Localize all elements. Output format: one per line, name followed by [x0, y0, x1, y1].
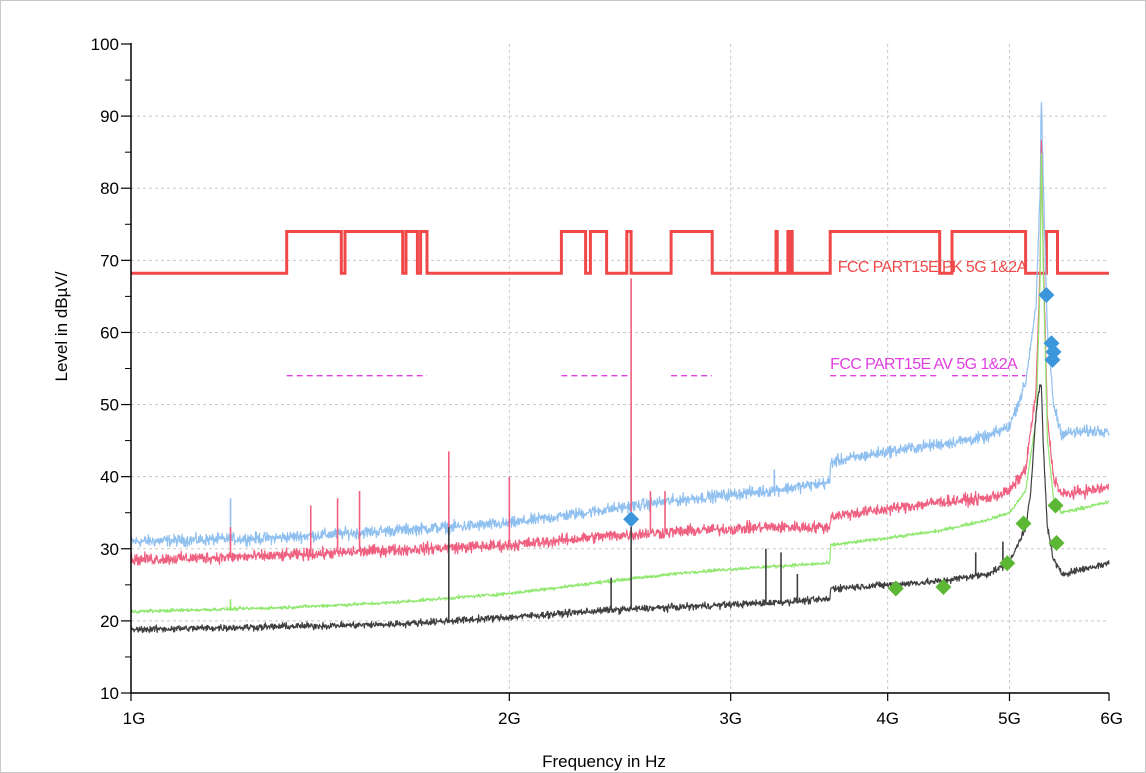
y-tick-label: 90: [100, 107, 119, 126]
x-axis-title: Frequency in Hz: [542, 752, 666, 771]
y-tick-label: 100: [91, 35, 119, 54]
marker-diamond: [935, 578, 952, 595]
limit-line-label: FCC PART15E AV 5G 1&2A: [830, 356, 1018, 373]
limit-lines: FCC PART15E PK 5G 1&2A FCC PART15E AV 5G …: [131, 230, 1109, 377]
x-tick-label: 3G: [719, 709, 742, 728]
marker-diamond: [999, 555, 1016, 572]
limit-line-label: FCC PART15E PK 5G 1&2A: [838, 259, 1028, 276]
y-tick-label: 70: [100, 251, 119, 270]
x-tick-label: 5G: [998, 709, 1021, 728]
x-tick-label: 2G: [498, 709, 521, 728]
series-trace-2: [130, 140, 1110, 566]
series-traces: [130, 102, 1110, 634]
y-tick-label: 30: [100, 540, 119, 559]
marker-diamond: [1038, 286, 1055, 303]
marker-diamond: [1015, 515, 1032, 532]
series-trace-3: [130, 153, 1110, 614]
y-tick-label: 10: [100, 684, 119, 703]
marker-diamond: [1044, 351, 1061, 368]
x-tick-label: 1G: [123, 709, 146, 728]
x-tick-label: 6G: [1100, 709, 1123, 728]
marker-diamond: [623, 511, 640, 528]
y-tick-label: 20: [100, 612, 119, 631]
series-trace-4: [130, 384, 1110, 634]
y-tick-label: 80: [100, 179, 119, 198]
series-trace-1: [130, 102, 1110, 548]
marker-diamond: [1048, 535, 1065, 552]
limit-line-pk: [131, 230, 1109, 275]
measurement-markers: [623, 286, 1065, 597]
x-tick-label: 4G: [876, 709, 899, 728]
marker-diamond: [887, 580, 904, 597]
marker-diamond: [1047, 497, 1064, 514]
axis-labels: 10 20 30 40 50 60 70 80 90 100 1G 2G 3G 4G 5G 6G Frequen…: [52, 35, 1123, 771]
y-tick-label: 50: [100, 396, 119, 415]
y-tick-label: 60: [100, 323, 119, 342]
axes: [121, 43, 1110, 701]
y-axis-title: Level in dBµV/: [52, 271, 71, 381]
y-tick-label: 40: [100, 468, 119, 487]
